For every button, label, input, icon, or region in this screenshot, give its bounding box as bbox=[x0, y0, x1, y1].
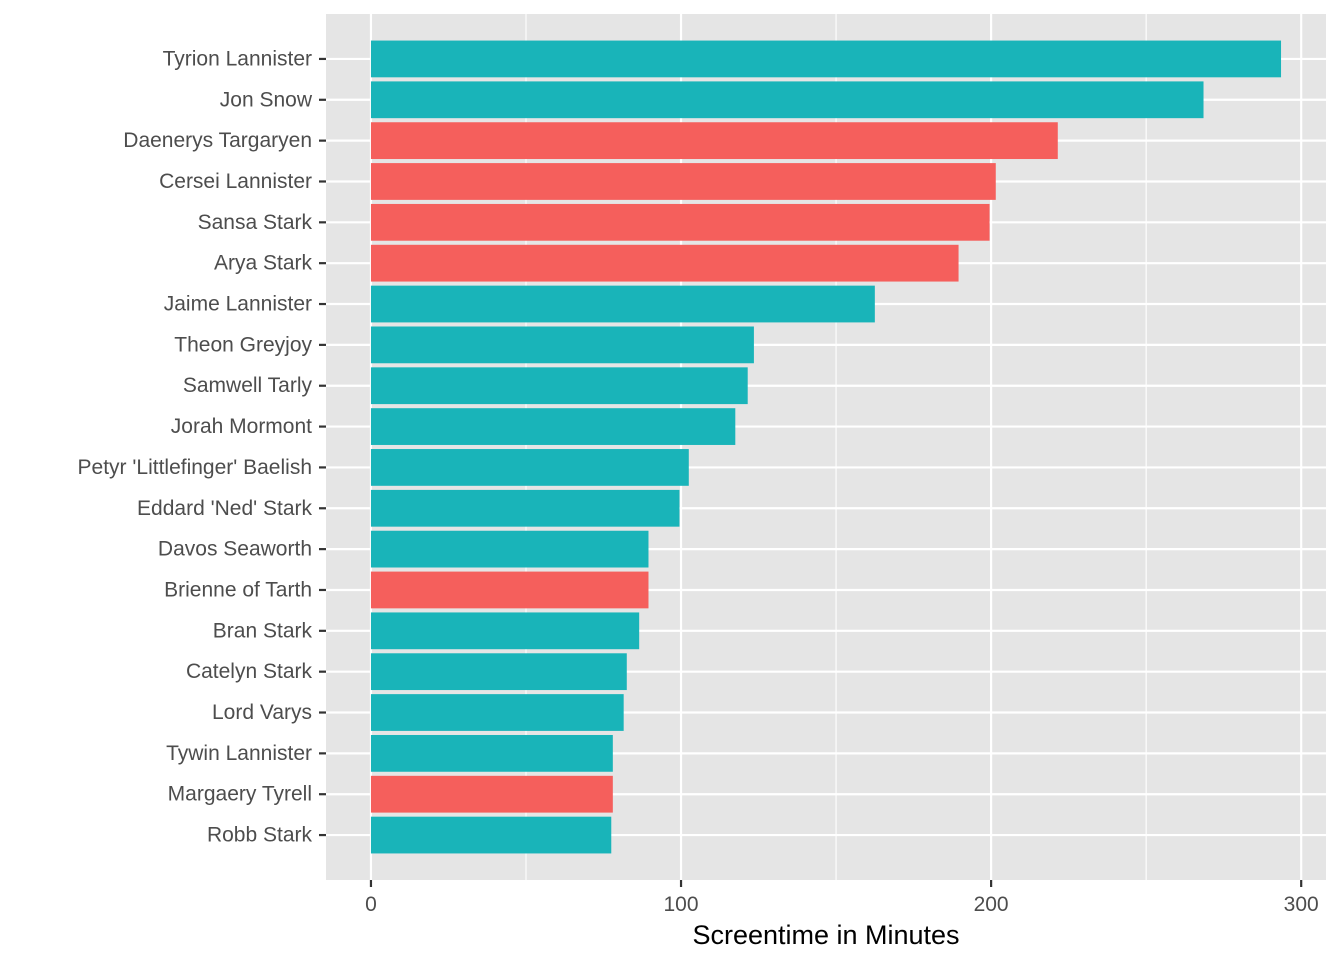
y-tick-label-18: Margaery Tyrell bbox=[168, 783, 312, 806]
x-tick-label-3: 300 bbox=[1284, 893, 1319, 916]
bar-19 bbox=[370, 816, 612, 854]
y-tick-label-16: Lord Varys bbox=[212, 701, 312, 724]
y-tick-label-8: Samwell Tarly bbox=[183, 374, 313, 397]
bar-6 bbox=[370, 285, 875, 323]
y-tick-label-5: Arya Stark bbox=[214, 252, 313, 275]
bar-11 bbox=[370, 489, 680, 527]
bar-0 bbox=[370, 40, 1282, 78]
y-tick-label-7: Theon Greyjoy bbox=[174, 333, 312, 356]
y-tick-label-6: Jaime Lannister bbox=[164, 293, 312, 316]
y-tick-label-13: Brienne of Tarth bbox=[164, 578, 312, 601]
y-tick-label-3: Cersei Lannister bbox=[159, 170, 312, 193]
y-tick-label-0: Tyrion Lannister bbox=[163, 47, 312, 70]
bar-16 bbox=[370, 694, 624, 731]
bar-18 bbox=[370, 775, 613, 813]
x-axis-title: Screentime in Minutes bbox=[692, 920, 959, 950]
bar-1 bbox=[370, 81, 1204, 119]
bar-7 bbox=[370, 326, 754, 364]
bar-4 bbox=[370, 203, 990, 241]
bar-8 bbox=[370, 367, 748, 405]
y-tick-label-1: Jon Snow bbox=[220, 88, 313, 111]
bar-12 bbox=[370, 530, 649, 568]
y-tick-label-4: Sansa Stark bbox=[198, 211, 313, 234]
y-tick-label-12: Davos Seaworth bbox=[158, 538, 312, 561]
y-tick-label-2: Daenerys Targaryen bbox=[123, 129, 312, 152]
bar-3 bbox=[370, 163, 996, 200]
x-tick-label-1: 100 bbox=[664, 893, 699, 916]
y-tick-label-14: Bran Stark bbox=[213, 619, 313, 642]
bar-17 bbox=[370, 734, 613, 772]
y-tick-label-17: Tywin Lannister bbox=[166, 742, 312, 765]
bar-14 bbox=[370, 612, 640, 650]
bar-2 bbox=[370, 122, 1058, 160]
x-axis: 0 100 200 300 bbox=[365, 880, 1319, 916]
y-tick-label-19: Robb Stark bbox=[207, 824, 313, 847]
y-tick-label-10: Petyr 'Littlefinger' Baelish bbox=[78, 456, 312, 479]
y-tick-label-15: Catelyn Stark bbox=[186, 660, 313, 683]
y-tick-label-9: Jorah Mormont bbox=[171, 415, 312, 438]
bar-5 bbox=[370, 244, 959, 282]
bar-13 bbox=[370, 571, 649, 609]
bars bbox=[370, 40, 1282, 854]
bar-15 bbox=[370, 653, 627, 691]
bar-10 bbox=[370, 449, 689, 486]
x-tick-label-2: 200 bbox=[974, 893, 1009, 916]
x-tick-label-0: 0 bbox=[365, 893, 377, 916]
y-axis: Tyrion Lannister Jon Snow Daenerys Targary… bbox=[78, 47, 326, 847]
y-tick-label-11: Eddard 'Ned' Stark bbox=[137, 497, 312, 520]
bar-9 bbox=[370, 408, 736, 445]
